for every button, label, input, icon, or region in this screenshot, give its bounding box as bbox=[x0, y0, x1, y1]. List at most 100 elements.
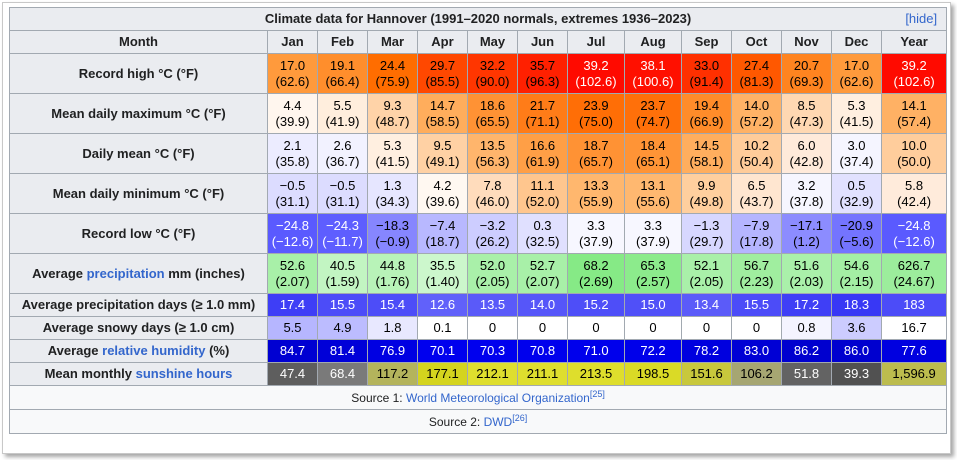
header-may: May bbox=[467, 30, 518, 54]
row-label-link[interactable]: relative humidity bbox=[102, 343, 206, 358]
data-cell: 33.0 (91.4) bbox=[681, 53, 732, 94]
cell-value: 1.8 bbox=[383, 320, 402, 335]
header-sep: Sep bbox=[681, 30, 732, 54]
data-cell: 0.8 bbox=[781, 316, 832, 340]
data-cell: 16.7 bbox=[880, 316, 948, 340]
cell-value: 15.5 bbox=[743, 297, 770, 312]
cell-secondary-value: (1.2) bbox=[793, 233, 820, 249]
row-label-link[interactable]: precipitation bbox=[86, 265, 165, 281]
cell-value: 10.0 bbox=[901, 137, 927, 153]
cell-secondary-value: (52.0) bbox=[525, 193, 560, 209]
source-link[interactable]: DWD bbox=[483, 414, 513, 429]
cell-value: 39.2 bbox=[901, 57, 927, 73]
cell-value: 626.7 bbox=[897, 257, 931, 273]
data-cell: 23.7 (74.7) bbox=[624, 93, 682, 134]
data-cell: 39.2 (102.6) bbox=[567, 53, 625, 94]
cell-secondary-value: (−12.6) bbox=[271, 233, 314, 249]
data-cell: 4.4 (39.9) bbox=[267, 93, 318, 134]
data-cell: 13.3 (55.9) bbox=[567, 173, 625, 214]
data-cell: 81.4 bbox=[317, 339, 368, 363]
row-label-link[interactable]: sunshine hours bbox=[135, 366, 233, 381]
cell-value: 6.0 bbox=[797, 137, 816, 153]
table-row: Daily mean °C (°F) 2.1 (35.8) 2.6 (36.7) 5.3(… bbox=[9, 133, 948, 174]
cell-secondary-value: (42.8) bbox=[789, 153, 824, 169]
cell-secondary-value: (2.57) bbox=[636, 273, 670, 289]
data-cell: 32.2 (90.0) bbox=[467, 53, 518, 94]
cell-secondary-value: (39.6) bbox=[425, 193, 460, 209]
row-label: Average precipitation mm (inches) bbox=[9, 253, 268, 294]
data-cell: 14.0 (57.2) bbox=[731, 93, 782, 134]
cell-value: 38.1 bbox=[640, 57, 666, 73]
data-cell: 56.7 (2.23) bbox=[731, 253, 782, 294]
data-cell: 29.7 (85.5) bbox=[417, 53, 468, 94]
cell-value: 40.5 bbox=[329, 257, 356, 273]
hide-toggle-link[interactable]: [hide] bbox=[905, 11, 938, 26]
header-aug: Aug bbox=[624, 30, 682, 54]
cell-value: 2.1 bbox=[283, 137, 302, 153]
cell-secondary-value: (2.15) bbox=[839, 273, 874, 289]
cell-value: 15.0 bbox=[640, 297, 666, 312]
cell-value: 1.3 bbox=[383, 177, 402, 193]
cell-value: 4.2 bbox=[433, 177, 452, 193]
row-label: Average precipitation days (≥ 1.0 mm) bbox=[9, 293, 268, 317]
cell-value: 17.0 bbox=[843, 57, 870, 73]
reference-link[interactable]: [25] bbox=[589, 388, 605, 399]
cell-secondary-value: (100.6) bbox=[632, 73, 674, 89]
cell-secondary-value: (61.9) bbox=[525, 153, 560, 169]
cell-value: 65.3 bbox=[640, 257, 666, 273]
cell-secondary-value: (31.1) bbox=[325, 193, 360, 209]
cell-secondary-value: (50.0) bbox=[897, 153, 932, 169]
table-row: Record low °C (°F) −24.8 (−12.6) −24.3 (−11.… bbox=[9, 213, 948, 254]
cell-secondary-value: (31.1) bbox=[275, 193, 310, 209]
cell-value: 3.0 bbox=[847, 137, 866, 153]
cell-value: 18.3 bbox=[843, 297, 870, 312]
cell-value: 56.7 bbox=[743, 257, 770, 273]
cell-value: 51.6 bbox=[793, 257, 820, 273]
data-cell: 68.2 (2.69) bbox=[567, 253, 625, 294]
cell-secondary-value: (55.6) bbox=[636, 193, 670, 209]
cell-secondary-value: (34.3) bbox=[375, 193, 410, 209]
cell-secondary-value: (32.9) bbox=[839, 193, 874, 209]
data-cell: 4.9 bbox=[317, 316, 368, 340]
data-cell: 0 bbox=[467, 316, 518, 340]
cell-value: 10.2 bbox=[743, 137, 770, 153]
data-cell: 0.3 (32.5) bbox=[517, 213, 568, 254]
data-cell: 14.7 (58.5) bbox=[417, 93, 468, 134]
cell-value: 177.1 bbox=[426, 366, 459, 381]
cell-value: 78.2 bbox=[693, 343, 720, 358]
data-cell: −24.3 (−11.7) bbox=[317, 213, 368, 254]
cell-secondary-value: (57.4) bbox=[897, 113, 932, 129]
cell-value: 13.1 bbox=[640, 177, 666, 193]
cell-value: 19.1 bbox=[329, 57, 356, 73]
cell-value: −0.5 bbox=[329, 177, 356, 193]
data-cell: −7.9 (17.8) bbox=[731, 213, 782, 254]
data-cell: 17.2 bbox=[781, 293, 832, 317]
cell-secondary-value: (102.6) bbox=[893, 73, 935, 89]
data-cell: 9.5 (49.1) bbox=[417, 133, 468, 174]
cell-value: 14.5 bbox=[693, 137, 720, 153]
data-cell: 21.7 (71.1) bbox=[517, 93, 568, 134]
data-cell: 52.1 (2.05) bbox=[681, 253, 732, 294]
cell-secondary-value: (58.1) bbox=[689, 153, 724, 169]
source-link[interactable]: World Meteorological Organization bbox=[405, 390, 590, 405]
cell-secondary-value: (2.69) bbox=[579, 273, 613, 289]
cell-value: 7.8 bbox=[483, 177, 502, 193]
cell-secondary-value: (41.5) bbox=[839, 113, 874, 129]
data-cell: −1.3 (29.7) bbox=[681, 213, 732, 254]
reference-link[interactable]: [26] bbox=[512, 412, 528, 423]
data-cell: 86.0 bbox=[831, 339, 882, 363]
cell-value: −18.3 bbox=[376, 217, 409, 233]
data-cell: 65.3 (2.57) bbox=[624, 253, 682, 294]
source-row: Source 1: World Meteorological Organizat… bbox=[8, 385, 948, 410]
cell-value: −24.8 bbox=[276, 217, 309, 233]
data-cell: 20.7 (69.3) bbox=[781, 53, 832, 94]
data-cell: 14.5 (58.1) bbox=[681, 133, 732, 174]
data-cell: 626.7 (24.67) bbox=[880, 253, 948, 294]
cell-secondary-value: (75.9) bbox=[375, 73, 410, 89]
row-label: Average relative humidity (%) bbox=[9, 339, 268, 363]
cell-value: 17.4 bbox=[279, 297, 306, 312]
cell-value: 23.9 bbox=[583, 97, 609, 113]
cell-value: 13.4 bbox=[693, 297, 720, 312]
cell-value: 183 bbox=[903, 297, 925, 312]
data-cell: 106.2 bbox=[731, 362, 782, 386]
